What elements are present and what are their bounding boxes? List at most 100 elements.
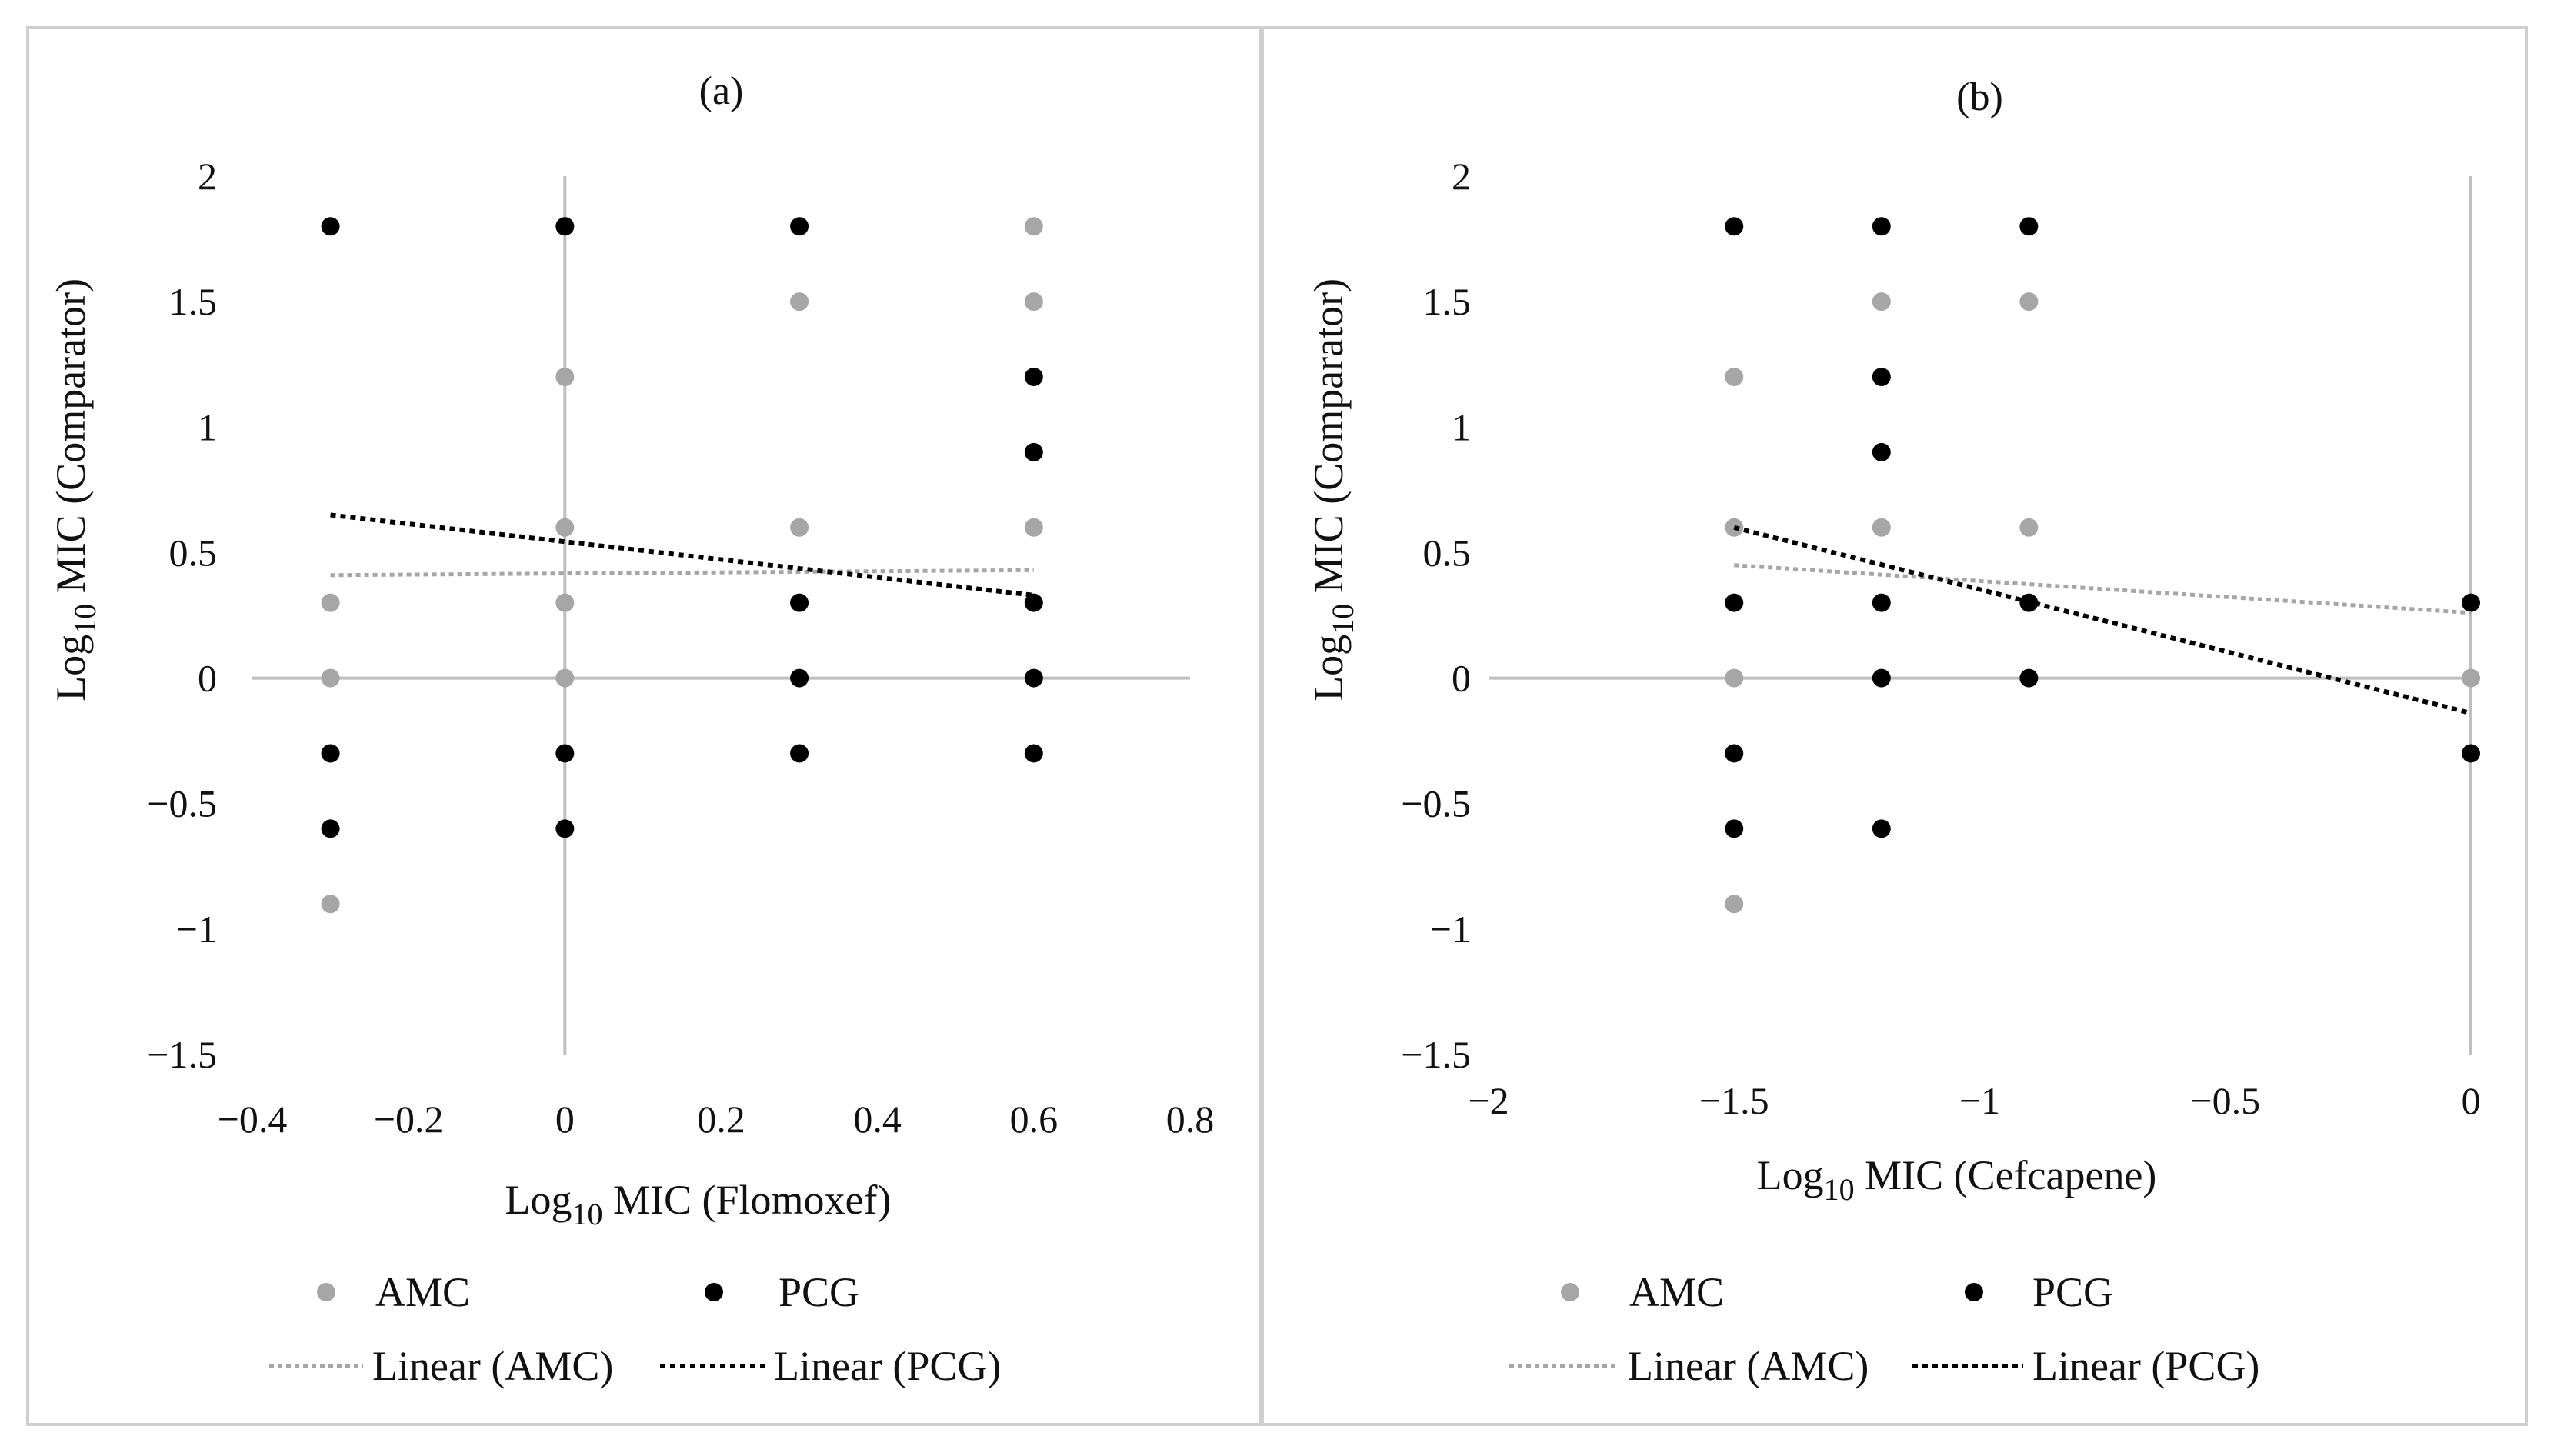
data-point-pcg: [1725, 217, 1744, 236]
data-point-pcg: [1024, 593, 1043, 612]
data-point-amc: [321, 668, 340, 688]
data-point-amc: [321, 895, 340, 914]
panel-a: (a) −0.4 −0.2 0 0.2 0.4 0.6 0.8 2 1.5 1 0.5 0 −0.5 −1 −…: [48, 69, 1214, 1389]
x-tick-label: 0.6: [1010, 1098, 1059, 1141]
data-point-pcg: [1725, 819, 1744, 838]
y-axis-label: Log10 MIC (Comparator): [48, 278, 102, 701]
y-axis-label-subscript: 10: [68, 604, 102, 635]
data-point-pcg: [1872, 442, 1891, 461]
y-tick-label: 0: [1452, 657, 1471, 700]
data-point-pcg: [1024, 744, 1043, 763]
y-tick-label: 0: [198, 657, 217, 700]
data-point-amc: [790, 518, 809, 537]
x-tick-label: 0.8: [1166, 1098, 1215, 1141]
data-point-amc: [555, 668, 575, 688]
data-point-amc: [1872, 292, 1891, 312]
x-axis-label-log: Log: [1757, 1152, 1824, 1198]
chart-title: (a): [699, 69, 744, 113]
data-point-pcg: [790, 668, 809, 688]
trendline-pcg: [330, 512, 1035, 598]
data-point-amc: [1024, 518, 1043, 537]
x-tick-label: −1: [1959, 1079, 2000, 1122]
legend-label-amc: AMC: [1629, 1269, 1724, 1315]
legend-marker-pcg: [705, 1283, 723, 1301]
legend-label-pcg: PCG: [2032, 1269, 2113, 1315]
data-point-pcg: [790, 593, 809, 612]
data-point-pcg: [1872, 368, 1891, 387]
y-tick-label: 2: [198, 155, 217, 198]
x-tick-label: −1.5: [1699, 1079, 1769, 1122]
data-point-pcg: [1024, 668, 1043, 688]
data-point-amc: [1725, 668, 1744, 688]
legend-label-linear-amc: Linear (AMC): [372, 1343, 613, 1389]
x-tick-label: 0: [555, 1098, 575, 1141]
legend: AMC PCG Linear (AMC) Linear (PCG): [269, 1269, 1001, 1389]
legend-marker-amc: [317, 1283, 335, 1301]
x-axis-label: Log10 MIC (Flomoxef): [505, 1177, 892, 1231]
y-tick-label: 0.5: [1423, 531, 1472, 574]
x-tick-label: −0.5: [2190, 1079, 2260, 1122]
legend-label-linear-pcg: Linear (PCG): [2032, 1343, 2259, 1389]
y-tick-label: 0.5: [169, 531, 218, 574]
data-point-pcg: [1725, 744, 1744, 763]
trendline-amc: [330, 568, 1034, 578]
x-axis-label-rest: MIC (Cefcapene): [1855, 1152, 2157, 1198]
data-point-amc: [321, 593, 340, 612]
legend-marker-amc: [1561, 1283, 1579, 1301]
data-point-pcg: [2462, 744, 2480, 763]
data-point-pcg: [555, 744, 575, 763]
data-point-amc: [2019, 518, 2039, 537]
legend-marker-pcg: [1965, 1283, 1983, 1301]
y-axis-label-log: Log: [48, 635, 94, 701]
y-tick-label: −1.5: [147, 1033, 217, 1076]
data-point-pcg: [2019, 217, 2039, 236]
x-axis-label-subscript: 10: [572, 1197, 603, 1231]
data-point-amc: [1725, 895, 1744, 914]
chart-title: (b): [1956, 75, 2003, 119]
data-point-amc: [555, 593, 575, 612]
y-tick-label: −1: [176, 908, 217, 951]
y-tick-label: −0.5: [1401, 782, 1471, 825]
data-point-amc: [555, 518, 575, 537]
x-tick-label: −0.4: [218, 1098, 288, 1141]
y-axis-label-rest: MIC (Comparator): [1305, 278, 1352, 604]
data-point-pcg: [555, 819, 575, 838]
data-point-pcg: [1872, 217, 1891, 236]
y-tick-label: −1.5: [1401, 1033, 1471, 1076]
y-tick-label: 1.5: [1423, 280, 1472, 323]
y-tick-label: 1: [198, 405, 217, 448]
y-tick-label: 1: [1452, 405, 1471, 448]
data-point-pcg: [321, 217, 340, 236]
data-point-pcg: [2462, 593, 2480, 612]
x-tick-label: 0: [2462, 1079, 2481, 1122]
data-point-amc: [555, 368, 575, 387]
y-axis-label-subscript: 10: [1325, 604, 1360, 635]
y-axis-label-log: Log: [1305, 635, 1352, 701]
legend-label-pcg: PCG: [779, 1269, 859, 1315]
y-axis-label-rest: MIC (Comparator): [48, 278, 94, 604]
data-point-amc: [1872, 518, 1891, 537]
legend-label-linear-pcg: Linear (PCG): [774, 1343, 1001, 1389]
data-point-pcg: [555, 217, 575, 236]
data-point-pcg: [1872, 819, 1891, 838]
data-point-pcg: [321, 744, 340, 763]
data-point-pcg: [1024, 442, 1043, 461]
legend-label-amc: AMC: [375, 1269, 470, 1315]
panel-b: (b)−2 −1.5 −1 −0.5 021.510.50−0.5−1−1.5Log10…: [1305, 75, 2481, 1389]
data-point-amc: [790, 292, 809, 312]
y-tick-label: −0.5: [147, 782, 217, 825]
data-point-amc: [1725, 368, 1744, 387]
data-point-amc: [2019, 292, 2039, 312]
data-point-amc: [1024, 217, 1043, 236]
y-tick-label: 2: [1452, 155, 1471, 198]
data-point-pcg: [790, 217, 809, 236]
x-axis-label-subscript: 10: [1824, 1172, 1855, 1207]
data-point-pcg: [1024, 368, 1043, 387]
x-tick-label: 0.4: [853, 1098, 902, 1141]
data-point-pcg: [321, 819, 340, 838]
data-point-pcg: [1872, 593, 1891, 612]
data-point-amc: [1024, 292, 1043, 312]
